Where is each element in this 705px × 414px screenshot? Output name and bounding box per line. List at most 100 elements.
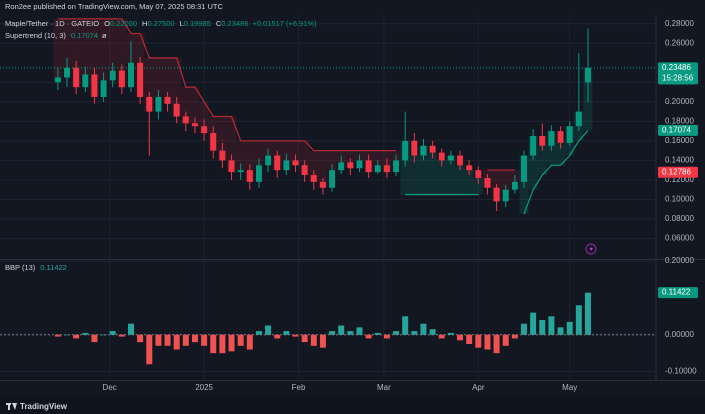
y-tick-label: 0.28000 bbox=[665, 19, 694, 28]
bar bbox=[365, 334, 372, 339]
y-tick-label: 0.16000 bbox=[665, 136, 694, 145]
supertrend-fill bbox=[236, 140, 246, 171]
candle-body bbox=[493, 187, 500, 202]
bar bbox=[274, 334, 281, 339]
bar bbox=[511, 334, 518, 339]
supertrend-fill bbox=[80, 18, 90, 75]
bar bbox=[228, 334, 235, 352]
bar bbox=[329, 331, 336, 335]
supertrend-fill bbox=[117, 18, 127, 88]
indicator-suffix: ø bbox=[102, 31, 107, 40]
supertrend-fill bbox=[71, 18, 81, 88]
candle-body bbox=[319, 181, 326, 188]
candle-body bbox=[575, 111, 582, 127]
candle-body bbox=[210, 133, 217, 151]
candle-body bbox=[466, 165, 473, 171]
y-tick-label: 0.06000 bbox=[665, 234, 694, 243]
candle-body bbox=[475, 170, 482, 178]
bar bbox=[109, 331, 116, 335]
candle-body bbox=[566, 126, 573, 143]
bar bbox=[566, 321, 573, 335]
bar bbox=[73, 334, 80, 339]
price-label: 0.17074 bbox=[662, 126, 691, 135]
candle-body bbox=[201, 126, 208, 134]
candle-body bbox=[447, 155, 454, 161]
candle-body bbox=[73, 67, 80, 88]
supertrend-fill bbox=[327, 150, 337, 171]
bar bbox=[402, 316, 409, 335]
candle-body bbox=[100, 80, 107, 97]
supertrend-fill bbox=[290, 140, 301, 166]
candle-body bbox=[173, 103, 180, 117]
supertrend-fill bbox=[190, 87, 200, 127]
supertrend-fill bbox=[555, 142, 566, 166]
x-tick-label: May bbox=[562, 383, 577, 392]
legend: BBP (13) 0.11422 bbox=[5, 263, 67, 272]
supertrend-fill bbox=[437, 160, 447, 195]
bar bbox=[420, 323, 427, 335]
supertrend-fill bbox=[501, 170, 511, 190]
candle-body bbox=[374, 165, 381, 173]
price-label: 0.11422 bbox=[662, 288, 691, 297]
logo bbox=[6, 403, 17, 410]
candle-body bbox=[310, 175, 317, 182]
bar bbox=[319, 334, 326, 348]
supertrend-fill bbox=[309, 150, 319, 182]
candle-body bbox=[393, 160, 400, 173]
bar bbox=[411, 331, 418, 335]
bar bbox=[137, 334, 144, 343]
bar bbox=[521, 323, 527, 335]
candle-body bbox=[237, 170, 244, 173]
y-tick-label: 0.18000 bbox=[665, 116, 694, 125]
candle-body bbox=[283, 160, 290, 171]
x-tick-label: Feb bbox=[292, 383, 306, 392]
bar bbox=[100, 334, 107, 336]
bar bbox=[338, 325, 345, 335]
supertrend-fill bbox=[181, 87, 191, 124]
bar bbox=[210, 334, 217, 354]
candle-body bbox=[191, 123, 198, 127]
indicator-name: BBP (13) bbox=[5, 263, 36, 272]
supertrend-line bbox=[405, 129, 589, 215]
supertrend-fill bbox=[455, 165, 465, 195]
supertrend-line bbox=[57, 18, 515, 171]
bar bbox=[246, 334, 253, 350]
bar bbox=[265, 325, 272, 335]
supertrend-fill bbox=[89, 18, 100, 97]
candle-body bbox=[164, 96, 171, 104]
candle-body bbox=[82, 74, 89, 88]
bar bbox=[575, 305, 582, 335]
x-tick-label: Mar bbox=[377, 383, 391, 392]
candle-body bbox=[265, 155, 272, 166]
supertrend-fill bbox=[199, 101, 209, 134]
candle-body bbox=[557, 131, 564, 143]
candle-body bbox=[301, 165, 308, 176]
supertrend-fill bbox=[263, 140, 273, 156]
candle-body bbox=[484, 177, 491, 188]
candle-body bbox=[411, 140, 418, 156]
supertrend-fill bbox=[108, 18, 118, 71]
candle-body bbox=[137, 62, 144, 97]
bar bbox=[201, 334, 208, 346]
price-label: 0.12786 bbox=[662, 167, 691, 176]
bar bbox=[191, 334, 198, 343]
publisher: Ron2ee published on TradingView.com, May… bbox=[5, 2, 223, 11]
candle-body bbox=[274, 155, 281, 171]
bar bbox=[310, 334, 317, 346]
bar bbox=[356, 327, 363, 335]
indicator-value: 0.17074 bbox=[71, 31, 98, 40]
candle-body bbox=[182, 116, 189, 124]
bar bbox=[146, 334, 153, 365]
y-tick-label: 0.00000 bbox=[665, 330, 694, 339]
candle-body bbox=[128, 62, 134, 88]
supertrend-fill bbox=[373, 150, 383, 166]
bar bbox=[219, 334, 226, 354]
supertrend-fill bbox=[464, 170, 474, 195]
bar bbox=[301, 334, 308, 343]
ohlc-value: 0.27500 bbox=[147, 19, 174, 28]
bar bbox=[255, 331, 262, 335]
supertrend-fill bbox=[62, 18, 72, 68]
countdown: 15:28:56 bbox=[662, 73, 694, 82]
bar bbox=[475, 334, 482, 348]
price-label-box bbox=[658, 287, 698, 299]
